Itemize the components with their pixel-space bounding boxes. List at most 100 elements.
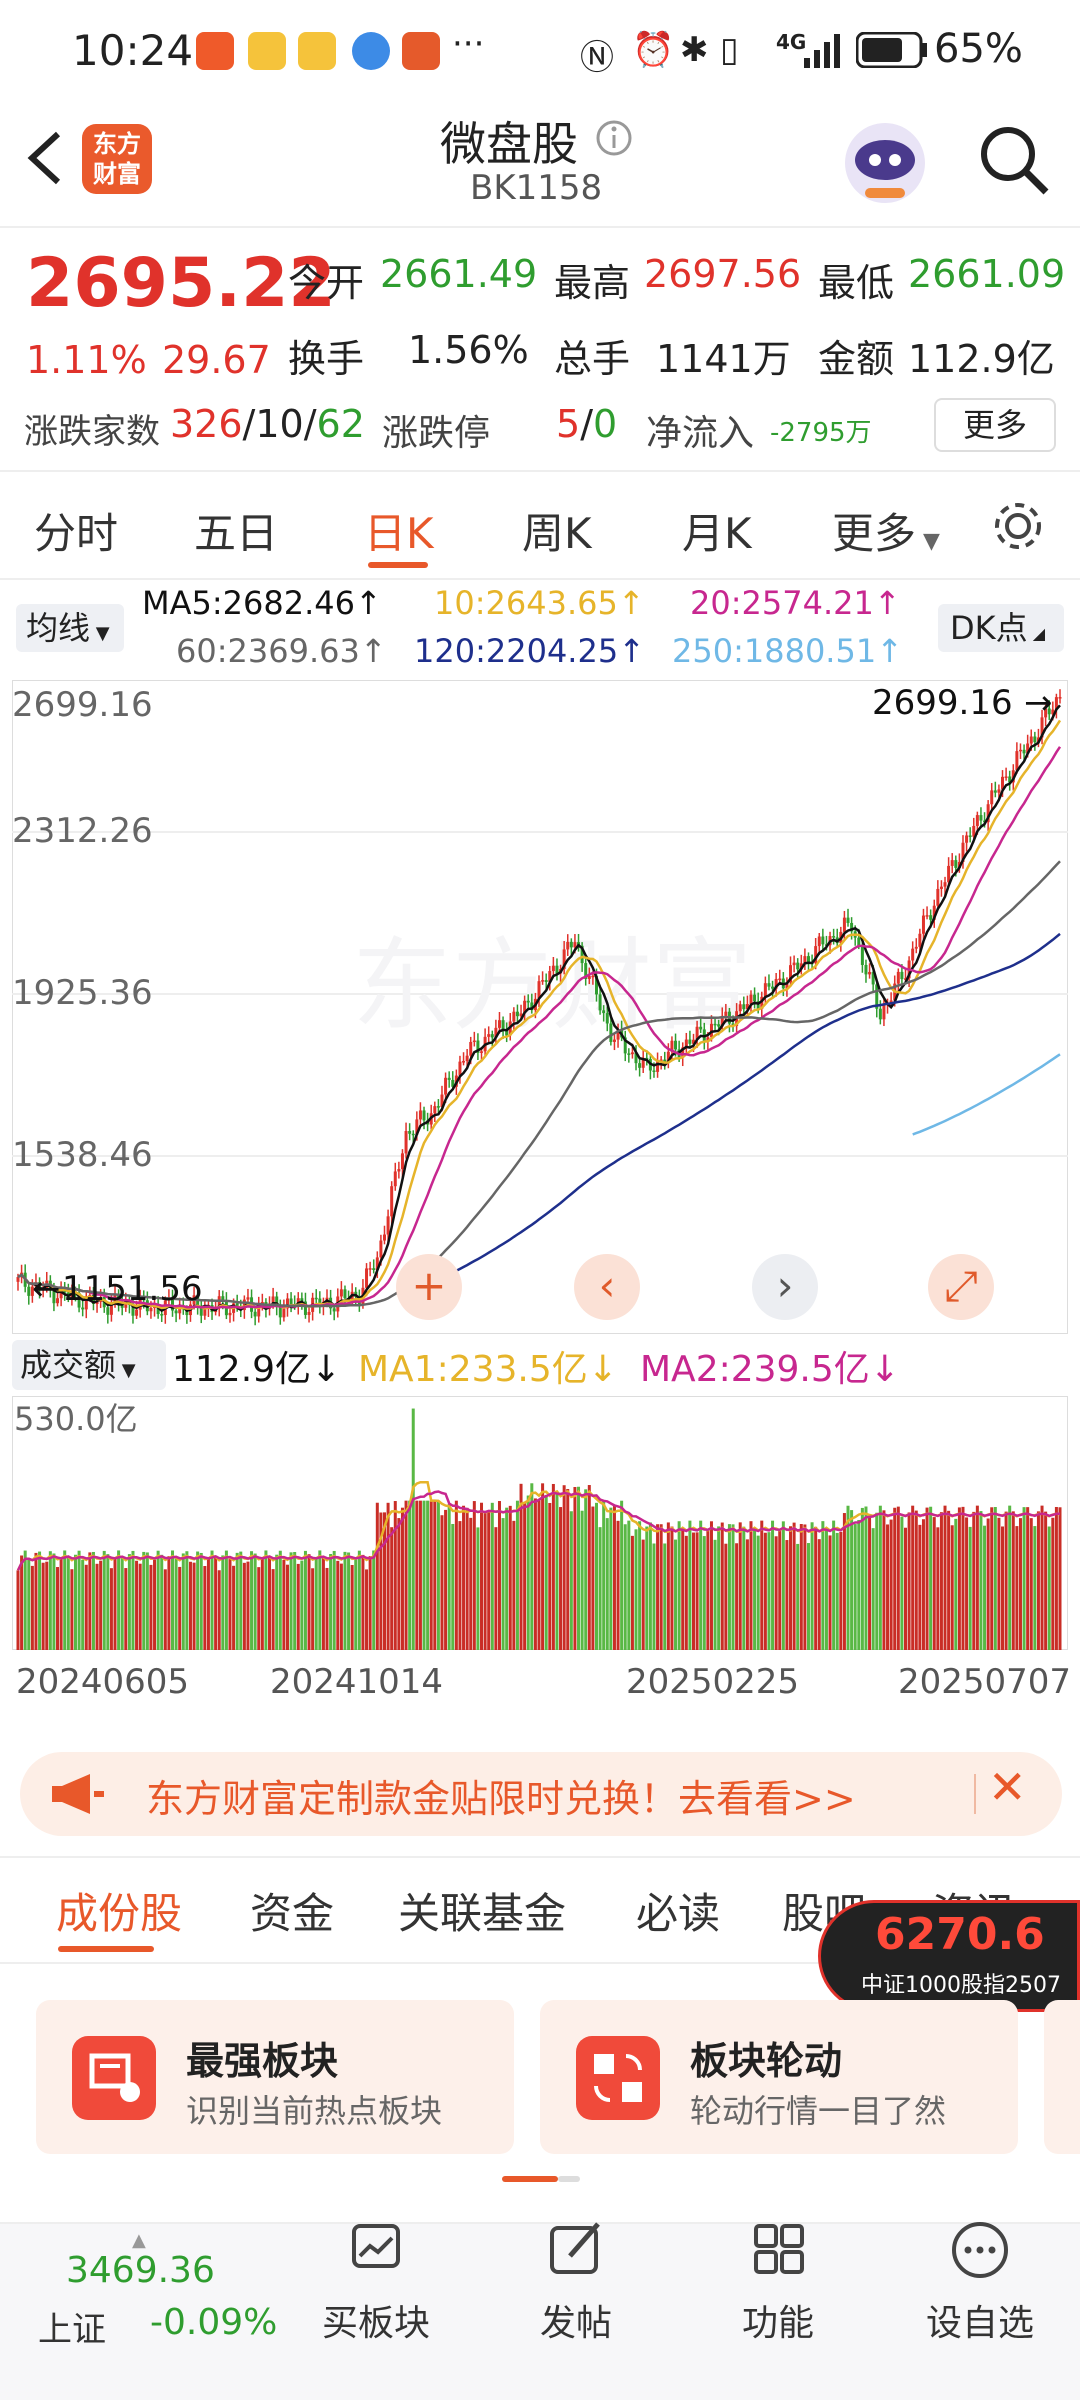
- volume-bar: [566, 1489, 570, 1650]
- back-icon[interactable]: [24, 128, 64, 188]
- turnover-label: 换手: [288, 337, 365, 381]
- subtab-constituents[interactable]: 成份股: [56, 1889, 183, 1938]
- scroll-right-button[interactable]: ›: [752, 1254, 818, 1320]
- megaphone-icon: [52, 1774, 104, 1814]
- volume-indicator-selector[interactable]: 成交额 ▼: [12, 1340, 166, 1390]
- volume-bar: [113, 1557, 117, 1650]
- tab-more[interactable]: 更多 ▼: [832, 500, 940, 561]
- candle-body: [1051, 709, 1055, 715]
- min-arrow-icon: ←: [32, 1269, 61, 1309]
- edit-icon: [550, 2222, 600, 2274]
- subtab-must-read[interactable]: 必读: [636, 1889, 721, 1938]
- card-strongest-sector[interactable]: 最强板块 识别当前热点板块: [36, 2000, 514, 2154]
- nav-buy-sector[interactable]: 买板块: [306, 2218, 446, 2346]
- robot-assistant-icon[interactable]: [840, 118, 930, 208]
- flat-count: 10: [255, 402, 304, 446]
- volume-bar: [264, 1550, 268, 1650]
- volume-bar: [692, 1532, 696, 1650]
- volume-bar: [738, 1522, 742, 1650]
- date-label-2: 20241014: [270, 1662, 444, 1702]
- tab-weekly-k[interactable]: 周K: [522, 509, 592, 558]
- nav-functions[interactable]: 功能: [708, 2218, 848, 2346]
- search-icon[interactable]: [976, 122, 1052, 198]
- volume-bar: [1018, 1518, 1022, 1650]
- candle-body: [817, 936, 821, 947]
- volume-bar: [27, 1558, 31, 1650]
- candle-body: [562, 949, 566, 970]
- candle-body: [497, 1020, 501, 1028]
- floating-index-label: 中证1000股指2507: [861, 1973, 1061, 1998]
- tab-more-label: 更多: [832, 509, 917, 558]
- volume-bar: [882, 1510, 886, 1650]
- subtab-related-funds[interactable]: 关联基金: [398, 1889, 567, 1938]
- advance-count: 326: [170, 402, 243, 446]
- floating-index-widget[interactable]: 6270.6 中证1000股指2507: [818, 1900, 1080, 2012]
- candle-body: [724, 1011, 728, 1016]
- tab-five-day[interactable]: 五日: [194, 509, 279, 558]
- tab-intraday[interactable]: 分时: [34, 509, 119, 558]
- volume-bar: [875, 1512, 879, 1650]
- volume-bar: [153, 1559, 157, 1650]
- volume-bar: [756, 1535, 760, 1650]
- index-value[interactable]: 3469.36: [66, 2250, 215, 2291]
- candle-body: [458, 1061, 462, 1076]
- volume-bar: [465, 1507, 469, 1650]
- settings-icon[interactable]: [990, 498, 1046, 554]
- card-sector-rotation[interactable]: 板块轮动 轮动行情一目了然: [540, 2000, 1018, 2154]
- volume-bar: [375, 1502, 379, 1650]
- amount-label: 金额: [818, 337, 895, 381]
- nav-label: 设自选: [925, 2303, 1034, 2344]
- fullscreen-button[interactable]: ⤢: [928, 1254, 994, 1320]
- nav-post[interactable]: 发帖: [506, 2218, 646, 2346]
- info-icon[interactable]: [594, 118, 634, 158]
- index-name[interactable]: 上证: [38, 2310, 106, 2350]
- volume-bar: [95, 1563, 99, 1650]
- kline-chart[interactable]: 东方财富 2699.16 2312.26 1925.36 1538.46 269…: [12, 680, 1068, 1334]
- nav-add-watchlist[interactable]: 设自选: [910, 2218, 1050, 2346]
- volume-bar: [382, 1512, 386, 1650]
- candle-body: [365, 1268, 369, 1288]
- card-next-peek[interactable]: [1044, 2000, 1080, 2154]
- volume-bar: [1026, 1507, 1030, 1650]
- promo-banner[interactable]: 东方财富定制款金贴限时兑换！去看看>> ✕: [20, 1752, 1062, 1836]
- volume-bar: [512, 1520, 516, 1650]
- candle-body: [713, 1023, 717, 1026]
- volume-bar: [965, 1517, 969, 1650]
- candle-body: [900, 971, 904, 980]
- volume-bar: [1058, 1507, 1062, 1650]
- rotation-icon: [576, 2036, 660, 2120]
- volume-bar: [548, 1502, 552, 1650]
- volume-bar: [149, 1564, 153, 1650]
- candle-body: [1054, 697, 1058, 710]
- ma10-label: 10:2643.65↑: [434, 584, 645, 622]
- volume-bar: [278, 1550, 282, 1650]
- close-icon[interactable]: ✕: [988, 1760, 1027, 1814]
- tab-monthly-k[interactable]: 月K: [682, 509, 752, 558]
- candle-body: [541, 980, 545, 982]
- volume-bar: [350, 1565, 354, 1650]
- more-button[interactable]: 更多: [934, 398, 1056, 452]
- indicator-selector[interactable]: 均线 ▼: [16, 604, 124, 652]
- tab-daily-k[interactable]: 日K: [364, 509, 434, 558]
- dk-point-button[interactable]: DK点 ◢: [938, 604, 1064, 652]
- volume-bar: [986, 1518, 990, 1650]
- candle-body: [979, 815, 983, 821]
- nav-label: 发帖: [539, 2303, 612, 2344]
- candle-body: [936, 888, 940, 906]
- volume-bar: [993, 1506, 997, 1650]
- scroll-left-button[interactable]: ‹: [574, 1254, 640, 1320]
- advance-decline-values: 326/10/62: [170, 402, 365, 446]
- candle-body: [548, 971, 552, 982]
- candle-body: [375, 1257, 379, 1270]
- volume-bar: [1001, 1526, 1005, 1650]
- volume-bar: [210, 1550, 214, 1650]
- candle-body: [580, 945, 584, 964]
- candle-body: [868, 971, 872, 975]
- browser-icon: [352, 32, 390, 70]
- zoom-in-button[interactable]: +: [396, 1254, 462, 1320]
- volume-chart[interactable]: 530.0亿: [12, 1396, 1068, 1650]
- index-change[interactable]: -0.09%: [150, 2302, 278, 2343]
- subtab-capital[interactable]: 资金: [250, 1889, 335, 1938]
- volume-bar: [63, 1550, 67, 1650]
- separator: /: [242, 402, 256, 446]
